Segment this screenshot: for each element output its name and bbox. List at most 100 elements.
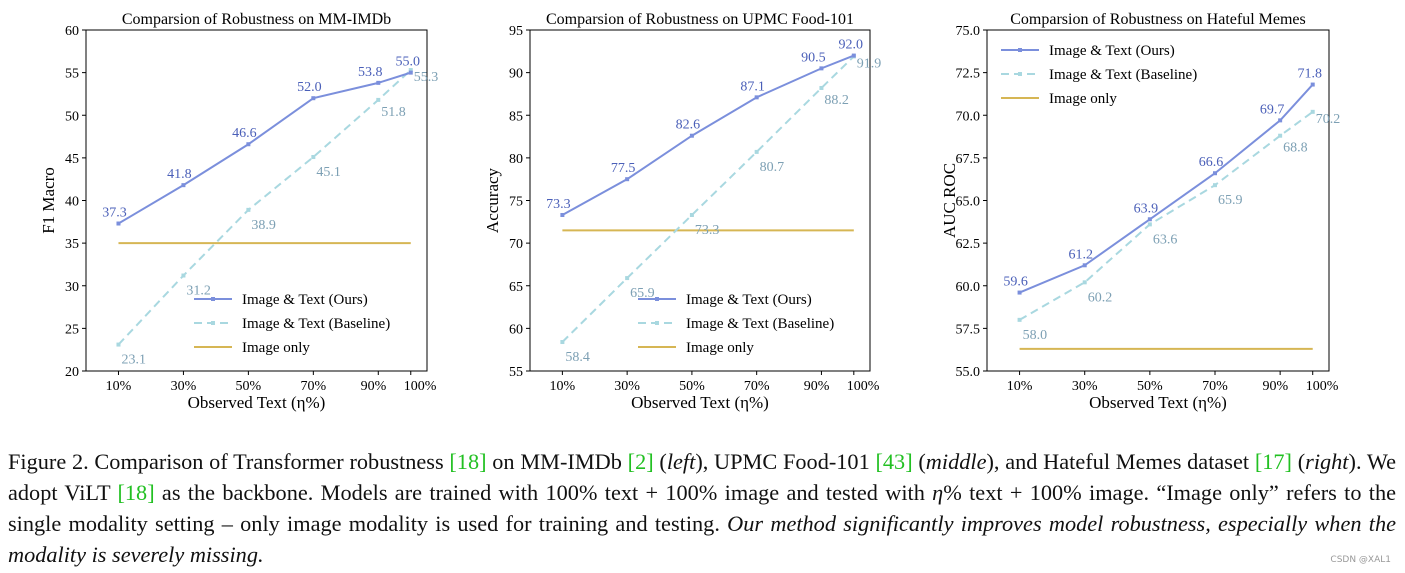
y-tick-label: 55 [65,67,79,82]
legend-label-image-only: Image only [1049,91,1117,107]
caption-text: ), UPMC Food-101 [695,449,876,474]
figure-charts: Comparsion of Robustness on MM-IMDb 20 25 3… [39,11,1340,412]
data-label-ours: 41.8 [167,167,192,182]
legend-label-ours: Image & Text (Ours) [686,292,812,308]
caption-italic: left [666,449,696,474]
x-tick-label: 90% [361,379,387,394]
legend-label-ours: Image & Text (Ours) [1049,43,1175,59]
data-point-baseline [116,342,121,347]
data-label-ours: 77.5 [611,161,636,176]
data-label-baseline: 91.9 [857,56,882,71]
y-tick-label: 30 [65,280,79,295]
y-tick-label: 80 [509,152,523,167]
y-tick-label: 65.0 [956,195,981,210]
data-point-ours [1278,118,1283,123]
data-label-baseline: 65.9 [630,286,655,301]
y-axis-label: AUC ROC [940,163,959,238]
x-tick-label: 10% [550,379,576,394]
legend-label-ours: Image & Text (Ours) [242,292,368,308]
data-label-baseline: 63.6 [1153,232,1178,247]
y-tick-label: 95 [509,24,523,39]
data-point-ours [246,142,251,147]
data-point-baseline [1213,183,1217,188]
data-point-baseline [625,276,630,281]
data-point-ours [1017,290,1022,295]
y-tick-label: 60.0 [956,280,981,295]
data-point-ours [1310,82,1315,87]
x-tick-label: 50% [236,379,262,394]
chart-title: Comparsion of Robustness on Hateful Meme… [1010,11,1306,28]
legend-marker-baseline [1018,72,1022,76]
data-label-ours: 46.6 [232,126,257,141]
data-point-ours [754,95,759,100]
y-tick-label: 40 [65,195,79,210]
series-line-baseline [561,55,855,343]
caption-italic: middle [925,449,987,474]
data-label-baseline: 88.2 [824,93,849,108]
citation-link[interactable]: [2] [627,449,654,474]
data-point-baseline [1278,133,1283,138]
chart-panel-3: Comparsion of Robustness on Hateful Meme… [940,11,1340,412]
caption-text: ( [912,449,926,474]
caption-text: ( [1291,449,1306,474]
data-point-baseline [181,273,186,278]
data-label-baseline: 65.9 [1218,193,1243,208]
chart-panel-2: Comparsion of Robustness on UPMC Food-10… [483,11,881,412]
caption-text: ). We adopt ViLT [8,449,1397,505]
data-point-ours [376,80,381,85]
caption-text: Figure 2. Comparison of Transformer robu… [8,449,450,474]
chart-panel-1: Comparsion of Robustness on MM-IMDb 20 25 3… [39,11,438,412]
caption-italic: right [1305,449,1349,474]
x-tick-label: 50% [679,379,705,394]
data-label-baseline: 68.8 [1283,141,1308,156]
x-tick-label: 10% [1007,379,1033,394]
data-label-baseline: 60.2 [1088,290,1113,305]
data-point-ours [408,70,413,75]
data-point-ours [181,183,186,188]
watermark: CSDN @XAL1 [1330,555,1391,565]
caption-text: ), and Hateful Memes dataset [986,449,1255,474]
caption-text: as the backbone. Models are trained with… [154,480,933,505]
data-point-baseline [1310,109,1315,114]
x-tick-label: 100% [1306,379,1339,394]
data-point-baseline [819,85,824,90]
data-label-ours: 69.7 [1260,102,1285,117]
data-label-ours: 53.8 [358,65,383,80]
citation-link[interactable]: [18] [449,449,487,474]
legend-label-baseline: Image & Text (Baseline) [242,316,390,332]
data-point-ours [1082,263,1087,268]
legend-marker-ours [655,297,659,301]
citation-link[interactable]: [17] [1254,449,1292,474]
data-label-baseline: 70.2 [1316,112,1341,127]
series-line-baseline [1019,111,1314,321]
y-tick-label: 20 [65,365,79,380]
data-label-ours: 66.6 [1199,155,1224,170]
series-line-ours [1019,83,1314,294]
y-tick-label: 72.5 [956,67,981,82]
caption-emphasis: Our method significantly improves model … [8,511,1396,567]
data-label-baseline: 55.3 [414,70,439,85]
y-tick-label: 67.5 [956,152,981,167]
data-point-ours [1213,171,1217,176]
data-label-ours: 37.3 [102,206,127,221]
citation-link[interactable]: [18] [117,480,155,505]
data-point-baseline [311,155,316,160]
data-label-baseline: 45.1 [316,165,341,180]
citation-link[interactable]: [43] [875,449,913,474]
data-label-baseline: 58.0 [1023,328,1048,343]
data-label-ours: 55.0 [396,55,421,70]
x-tick-label: 90% [1262,379,1288,394]
data-label-baseline: 23.1 [121,353,146,368]
data-label-baseline: 58.4 [565,350,590,365]
x-tick-label: 70% [1202,379,1228,394]
data-label-ours: 87.1 [740,79,765,94]
caption-eta: η [932,480,944,505]
data-point-baseline [246,207,251,212]
data-point-ours [851,53,856,58]
x-tick-label: 70% [744,379,770,394]
y-tick-label: 60 [65,24,79,39]
legend-marker-ours [211,297,215,301]
data-label-ours: 61.2 [1068,247,1093,262]
y-tick-label: 75 [509,195,523,210]
data-label-baseline: 73.3 [695,223,720,238]
